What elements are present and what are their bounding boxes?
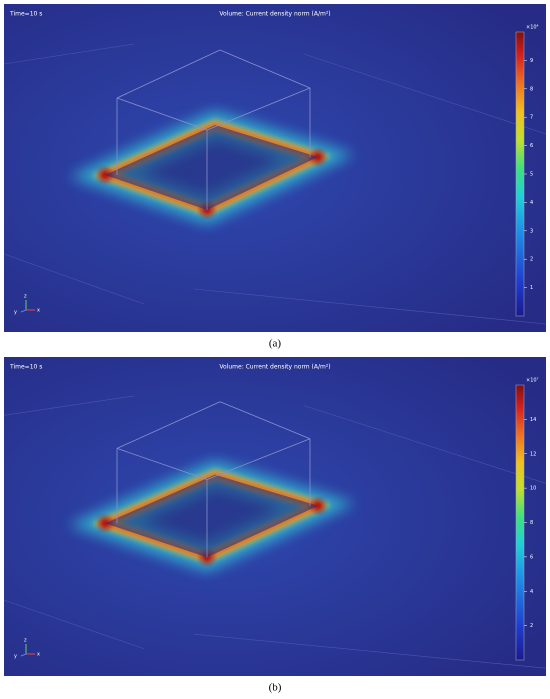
colorbar-tick-label: 4 — [530, 200, 533, 206]
axis-y-label: y — [14, 654, 17, 660]
colorbar-tick-label: 1 — [530, 285, 533, 291]
floor-line — [303, 53, 547, 135]
plot-title: Volume: Current density norm (A/m²) — [219, 364, 330, 371]
box-floor — [105, 125, 318, 210]
box-edge — [116, 49, 221, 99]
colorbar-tick-label: 8 — [530, 86, 533, 92]
axis-x-label: x — [37, 308, 40, 314]
plot-title: Volume: Current density norm (A/m²) — [219, 11, 330, 18]
colorbar-tick-label: 5 — [530, 172, 533, 178]
floor-line — [193, 288, 547, 325]
floor-line — [3, 43, 135, 65]
colorbar — [515, 31, 525, 317]
colorbar-tick-label: 3 — [530, 228, 533, 234]
colorbar-tick-label: 14 — [530, 417, 536, 423]
colorbar-tick-label: 2 — [530, 257, 533, 263]
colorbar — [515, 384, 525, 661]
time-label: Time=10 s — [9, 364, 42, 371]
caption: (a) — [269, 338, 282, 350]
box-edge — [206, 438, 311, 480]
axis-y-label: y — [14, 310, 17, 316]
caption: (b) — [269, 682, 282, 694]
colorbar-tick-label: 7 — [530, 115, 533, 121]
colorbar-tick-label: 6 — [530, 143, 533, 149]
box-edge — [116, 97, 208, 131]
axis-y — [20, 653, 27, 657]
floor-line — [193, 633, 547, 669]
floor-line — [3, 253, 145, 305]
box-edge — [116, 448, 208, 480]
hotspot — [312, 499, 324, 512]
colorbar-exponent: ×10⁴ — [526, 25, 539, 31]
colorbar-tick-label: 10 — [530, 486, 536, 492]
colorbar-tick-label: 2 — [530, 623, 533, 629]
box-floor — [105, 474, 318, 558]
colorbar-tick-label: 4 — [530, 589, 533, 595]
box-edge — [116, 401, 221, 449]
floor-line — [3, 395, 135, 416]
floor-line — [3, 599, 145, 650]
panel: Time=10 s Volume: Current density norm (A… — [3, 357, 547, 676]
axis-z-label: z — [24, 294, 27, 300]
box-edge — [219, 401, 311, 440]
axis-z-label: z — [24, 638, 27, 644]
colorbar-tick-label: 9 — [530, 58, 533, 64]
axis-x-label: x — [37, 652, 40, 658]
floor-line — [303, 405, 547, 484]
colorbar-tick-label: 8 — [530, 520, 533, 526]
colorbar-exponent: ×10⁷ — [526, 378, 539, 384]
time-label: Time=10 s — [9, 11, 42, 18]
axis-y — [20, 309, 27, 313]
colorbar-tick-label: 12 — [530, 451, 536, 457]
box-edge — [219, 49, 311, 89]
box-edge — [206, 87, 311, 131]
colorbar-tick-label: 6 — [530, 554, 533, 560]
panel: Time=10 s Volume: Current density norm (A… — [3, 4, 547, 332]
